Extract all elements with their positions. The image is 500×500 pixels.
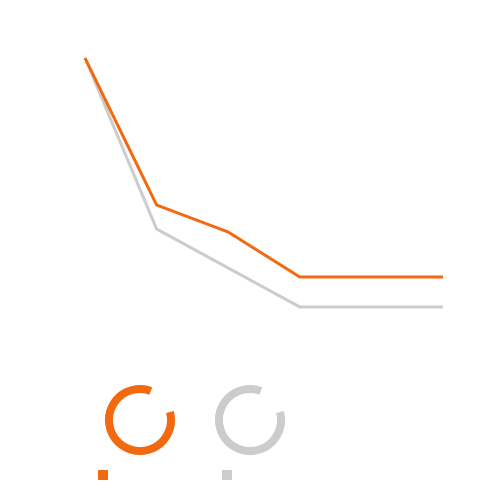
legend-swatch: [222, 470, 232, 480]
legend-ring: [105, 385, 175, 455]
legend-ring: [215, 385, 285, 455]
legend-swatch: [98, 470, 108, 480]
line-series: [83, 57, 443, 309]
line-series: [83, 57, 443, 279]
